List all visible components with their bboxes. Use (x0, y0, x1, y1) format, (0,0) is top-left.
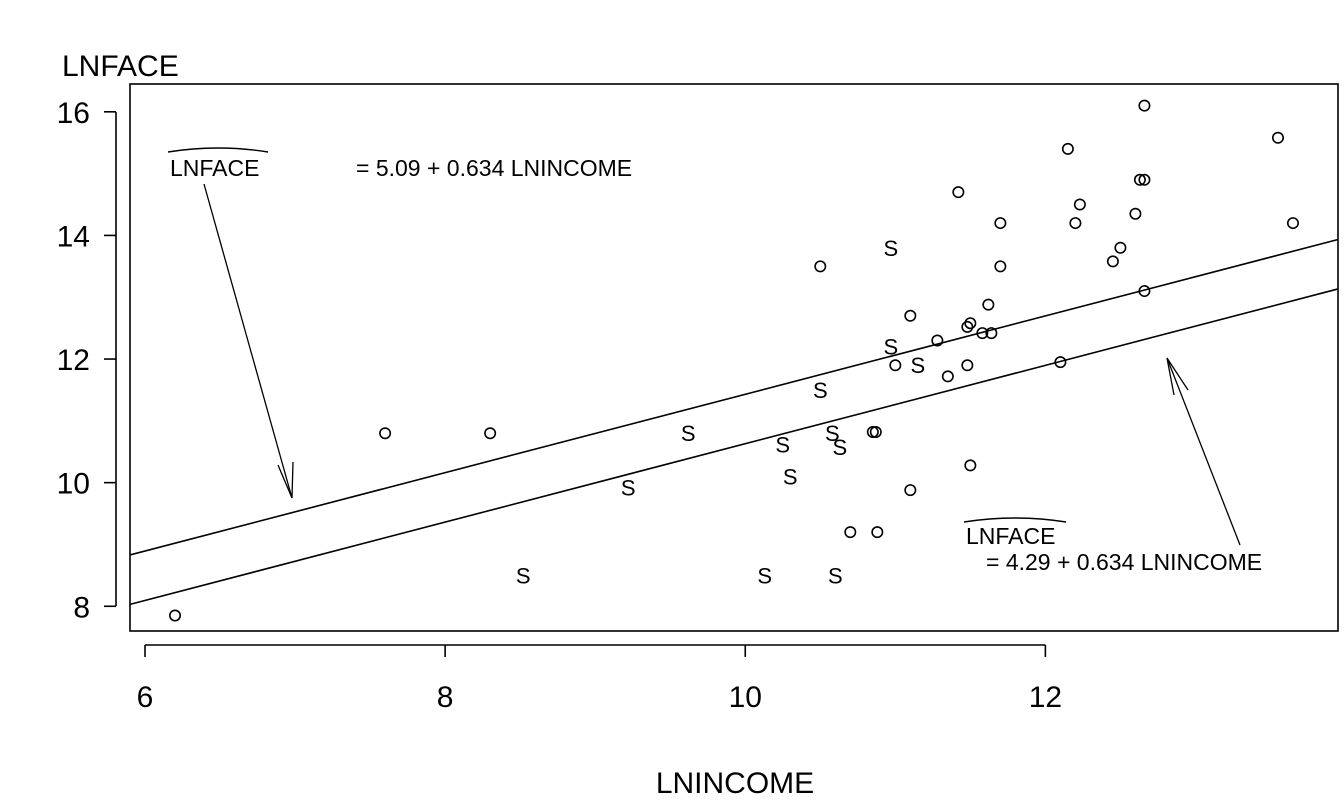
annotation-2-text: = 4.29 + 0.634 LNINCOME (986, 549, 1262, 575)
annotation-2-hat-text: LNFACE (966, 523, 1055, 549)
point-circle (1061, 142, 1074, 155)
point-circle (982, 298, 995, 311)
point-circle (1286, 217, 1299, 230)
annotation-1-arrowhead-a (277, 464, 293, 499)
point-circle (961, 359, 974, 372)
point-circle (931, 334, 944, 347)
regression-line-1 (129, 238, 1339, 556)
y-tick-label: 16 (57, 97, 90, 130)
regression-line-2 (129, 288, 1339, 606)
annotation-1-arrowhead-b (291, 461, 294, 499)
point-s: S (825, 421, 840, 446)
annotation-2-arrowhead-b (1166, 357, 1175, 396)
x-tick-label: 12 (1029, 681, 1062, 714)
hat-mark-2 (963, 517, 1067, 523)
regression-lines (129, 238, 1339, 606)
point-circle (1106, 255, 1119, 268)
point-s: S (681, 421, 696, 446)
point-s: S (813, 378, 828, 403)
point-circle (964, 317, 977, 330)
point-circle (1138, 173, 1151, 186)
point-s: S (828, 563, 843, 588)
point-circle (871, 526, 884, 539)
point-circle (941, 370, 954, 383)
point-s: S (910, 353, 925, 378)
plot-frame (129, 83, 1339, 632)
point-circle (994, 217, 1007, 230)
x-tick-label: 6 (137, 681, 154, 714)
point-circle (976, 327, 989, 340)
point-circle (1114, 241, 1127, 254)
hat-mark-1 (167, 147, 269, 153)
point-s: S (883, 236, 898, 261)
point-circle (1138, 99, 1151, 112)
point-circle (994, 260, 1007, 273)
point-circle (844, 526, 857, 539)
point-circle (866, 425, 879, 438)
point-s: S (621, 476, 636, 501)
y-tick-label: 12 (57, 344, 90, 377)
point-circle (1054, 356, 1067, 369)
annotation-1-hat-text: LNFACE (170, 155, 259, 181)
point-s: S (516, 563, 531, 588)
point-circle (869, 425, 882, 438)
point-circle (904, 309, 917, 322)
point-circle (1129, 207, 1142, 220)
point-circle (904, 484, 917, 497)
point-circle (889, 359, 902, 372)
point-circle (484, 427, 497, 440)
point-s: S (832, 435, 847, 460)
y-axis: 8 10 12 14 16 (57, 97, 117, 624)
point-circle (952, 186, 965, 199)
y-tick-label: 14 (57, 220, 90, 253)
x-tick-label: 8 (437, 681, 454, 714)
annotation-1-text: = 5.09 + 0.634 LNINCOME (356, 155, 632, 181)
point-circle (1138, 285, 1151, 298)
point-circle (1069, 217, 1082, 230)
y-tick-label: 8 (73, 591, 90, 624)
point-circle (985, 327, 998, 340)
point-circle (964, 459, 977, 472)
x-tick-label: 10 (729, 681, 762, 714)
y-axis-label: LNFACE (62, 50, 179, 83)
point-circle (1073, 198, 1086, 211)
point-s: S (783, 464, 798, 489)
point-s: S (757, 563, 772, 588)
annotation-2-arrow (1166, 357, 1241, 546)
point-circle (379, 427, 392, 440)
annotation-1-arrow (203, 183, 293, 499)
point-circle (1133, 173, 1146, 186)
point-s: S (883, 335, 898, 360)
annotation-2-arrowhead-a (1166, 357, 1189, 391)
point-circle (961, 320, 974, 333)
x-axis: 6 8 10 12 (137, 644, 1062, 714)
point-circle (169, 609, 182, 622)
point-circle (814, 260, 827, 273)
point-s: S (775, 432, 790, 457)
x-axis-label: LNINCOME (656, 767, 814, 800)
y-tick-label: 10 (57, 468, 90, 501)
point-circle (1271, 131, 1284, 144)
